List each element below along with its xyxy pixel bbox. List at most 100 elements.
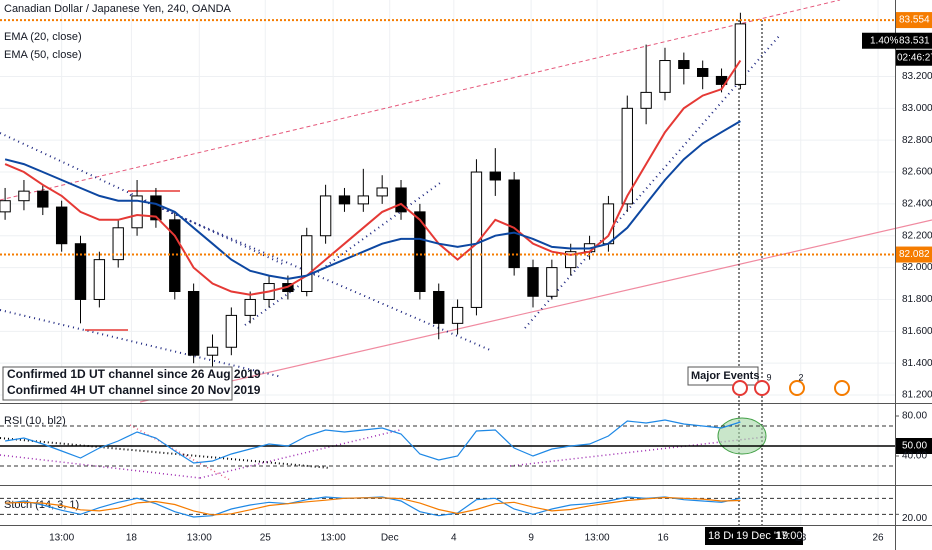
rsi-trend-line xyxy=(509,436,766,467)
x-tick-label: 18 xyxy=(126,533,138,544)
candle-body xyxy=(734,23,747,85)
highlight-ellipse xyxy=(717,417,767,455)
rsi-line xyxy=(5,419,741,464)
y-tick-label: 81.200 xyxy=(902,390,932,401)
legend-entry: EMA (20, close) xyxy=(4,31,82,43)
annotation: Confirmed 4H UT channel since 20 Nov 201… xyxy=(7,383,261,397)
countdown-box xyxy=(896,49,932,66)
event-count: 9 xyxy=(766,372,771,382)
y-tick-label: 80.00 xyxy=(902,411,927,422)
pane-title: RSI (10, bl2) xyxy=(4,415,66,427)
price-label-box xyxy=(896,12,932,29)
x-tick-label: 13:00 xyxy=(49,533,74,544)
rsi-trend-line xyxy=(0,437,331,469)
candle-body xyxy=(301,235,313,292)
candle-body xyxy=(74,243,87,300)
candle-body xyxy=(112,227,124,261)
event-icon[interactable] xyxy=(732,380,748,396)
x-tick-label: 13:00 xyxy=(585,533,610,544)
last-price: 83.531 xyxy=(899,35,930,46)
ema-line xyxy=(4,120,741,280)
candle-body xyxy=(150,195,162,221)
y-tick-label: 82.800 xyxy=(902,135,932,146)
candle-body xyxy=(621,107,633,205)
y-tick-label: 40.00 xyxy=(902,451,927,462)
candle-body xyxy=(131,195,143,229)
candle-body xyxy=(319,195,332,237)
crosshair-date: 19 Dec '19 xyxy=(736,530,788,542)
y-tick-label: 82.400 xyxy=(902,199,932,210)
candle-body xyxy=(451,306,464,324)
x-tick-label: 4 xyxy=(451,533,457,544)
candle-body xyxy=(414,211,426,292)
candle-body xyxy=(93,259,106,300)
trend-line xyxy=(244,182,441,326)
y-tick-label: 83.200 xyxy=(902,71,932,82)
candle-body xyxy=(395,187,407,213)
candle-body xyxy=(640,91,652,109)
chart-title: Canadian Dollar / Japanese Yen, 240, OAN… xyxy=(4,3,232,15)
x-tick-label: Dec xyxy=(381,533,399,544)
candle-body xyxy=(225,314,238,348)
candle-body xyxy=(338,195,351,205)
crosshair-box xyxy=(705,527,735,545)
countdown: 02:46:27 xyxy=(897,52,932,63)
price-change: 1.40% xyxy=(870,35,898,46)
price-label: 83.554 xyxy=(899,15,930,26)
price-label: 82.082 xyxy=(899,249,930,260)
stoch-line xyxy=(5,496,741,516)
candle-body xyxy=(18,190,30,202)
event-icon[interactable] xyxy=(789,380,805,396)
trend-line xyxy=(139,219,932,403)
candle-body xyxy=(433,290,445,324)
trend-line xyxy=(0,0,841,201)
candle-body xyxy=(546,267,558,297)
crosshair-date: 18 De xyxy=(708,530,737,542)
candle-body xyxy=(489,171,501,181)
candle-body xyxy=(678,60,690,69)
x-tick-label: 13:00 xyxy=(187,533,212,544)
candle-body xyxy=(508,179,520,269)
crosshair-box xyxy=(733,527,803,545)
y-tick-label: 81.800 xyxy=(902,294,932,305)
x-tick-label: 23 xyxy=(795,533,807,544)
x-tick-label: 26 xyxy=(872,533,884,544)
y-tick-label: 50.00 xyxy=(902,441,927,452)
price-label-box xyxy=(896,246,932,263)
candle-body xyxy=(659,60,671,93)
y-tick-label: 82.000 xyxy=(902,262,932,273)
candle-body xyxy=(244,298,256,316)
events-title: Major Events xyxy=(691,370,759,382)
x-tick-label: 16 xyxy=(658,533,670,544)
event-count: 2 xyxy=(798,372,803,382)
ema-line xyxy=(4,59,742,296)
x-tick-label: 13:00 xyxy=(321,533,346,544)
y-tick-label: 83.000 xyxy=(902,103,932,114)
candle-body xyxy=(37,190,49,208)
candle-body xyxy=(565,251,577,269)
candle-body xyxy=(187,290,200,356)
candle-body xyxy=(0,200,11,213)
candle-body xyxy=(206,346,219,356)
y-tick-label: 82.600 xyxy=(902,167,932,178)
event-icon[interactable] xyxy=(754,380,770,396)
tick-box xyxy=(896,438,932,454)
candle-body xyxy=(527,267,539,297)
event-icon[interactable] xyxy=(834,380,850,396)
y-tick-label: 81.600 xyxy=(902,326,932,337)
annotation-box xyxy=(2,366,233,401)
candle-body xyxy=(697,67,709,77)
candle-body xyxy=(357,195,370,205)
last-price-box xyxy=(862,32,932,49)
candle-body xyxy=(55,206,68,245)
x-tick-label: 9 xyxy=(528,533,534,544)
y-tick-label: 20.00 xyxy=(902,513,927,524)
candle-body xyxy=(470,171,483,308)
annotation: Confirmed 1D UT channel since 26 Aug 201… xyxy=(7,367,261,381)
candle-body xyxy=(169,219,181,292)
y-tick-label: 81.400 xyxy=(902,358,932,369)
crosshair-time: 17:00 xyxy=(775,530,803,542)
